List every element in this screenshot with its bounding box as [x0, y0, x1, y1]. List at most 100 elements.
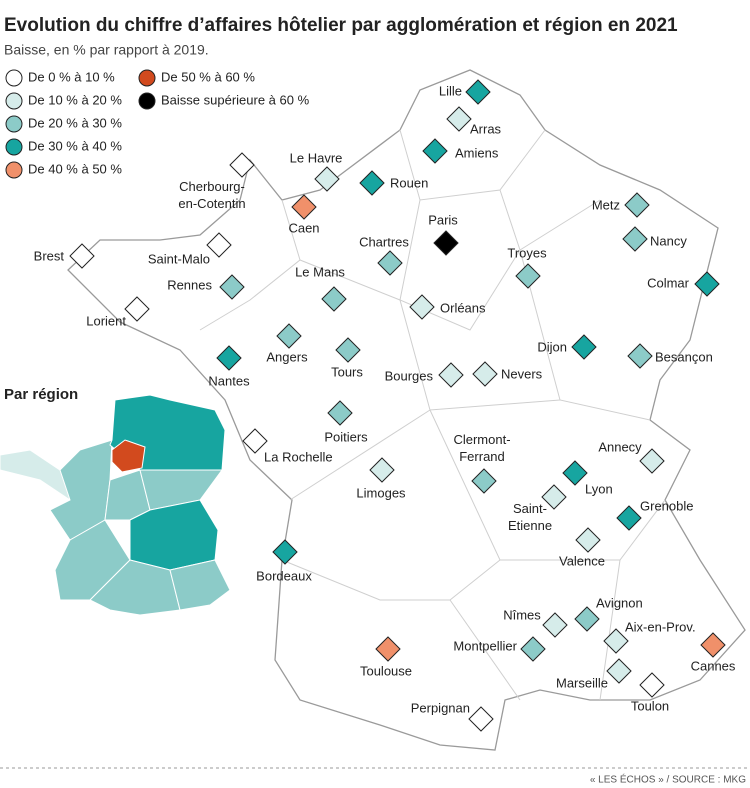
city-label: Angers	[266, 349, 308, 364]
inset-region	[111, 439, 146, 473]
city-marker	[446, 106, 472, 132]
city-marker	[422, 138, 448, 164]
city-label: Limoges	[356, 485, 406, 500]
city-label: Lorient	[86, 313, 126, 328]
city-marker	[471, 468, 497, 494]
legend-label: De 40 % à 50 %	[28, 161, 122, 176]
region-borders	[199, 129, 666, 701]
legend-label: De 0 % à 10 %	[28, 69, 115, 84]
city-marker	[321, 286, 347, 312]
city-label: Chartres	[359, 234, 409, 249]
city-marker	[369, 457, 395, 483]
city-marker	[574, 606, 600, 632]
legend-label: De 10 % à 20 %	[28, 92, 122, 107]
source: « LES ÉCHOS » / SOURCE : MKG	[590, 773, 746, 786]
city-label: Le Havre	[290, 150, 343, 165]
city-marker	[216, 345, 242, 371]
city-marker	[542, 612, 568, 638]
city-marker	[622, 226, 648, 252]
city-marker	[616, 505, 642, 531]
city-label: Montpellier	[453, 638, 517, 653]
city-marker	[433, 230, 459, 256]
city-marker	[377, 250, 403, 276]
city-marker	[465, 79, 491, 105]
city-label: Marseille	[556, 675, 608, 690]
city-label: Paris	[428, 212, 458, 227]
city-marker	[335, 337, 361, 363]
city-marker	[639, 672, 665, 698]
city-label: Saint-Etienne	[508, 501, 552, 533]
legend-swatch	[5, 69, 23, 87]
legend-label: De 20 % à 30 %	[28, 115, 122, 130]
city-label: Cannes	[691, 658, 736, 673]
legend-label: De 30 % à 40 %	[28, 138, 122, 153]
legend-swatch	[5, 92, 23, 110]
city-marker	[562, 460, 588, 486]
city-marker	[520, 636, 546, 662]
city-marker	[624, 192, 650, 218]
legend-swatch	[138, 69, 156, 87]
city-marker	[359, 170, 385, 196]
city-label: Troyes	[507, 245, 547, 260]
city-label: Brest	[34, 248, 65, 263]
legend-swatch	[138, 92, 156, 110]
city-label: Bourges	[385, 368, 434, 383]
city-label: Nancy	[650, 233, 687, 248]
city-label: Nevers	[501, 366, 543, 381]
city-marker	[575, 527, 601, 553]
city-marker	[472, 361, 498, 387]
city-marker	[219, 274, 245, 300]
city-label: Rouen	[390, 175, 428, 190]
city-label: Dijon	[537, 339, 567, 354]
city-marker	[603, 628, 629, 654]
city-label: Clermont-Ferrand	[453, 432, 510, 464]
city-marker	[541, 484, 567, 510]
city-label: Arras	[470, 121, 502, 136]
city-marker	[375, 636, 401, 662]
city-label: La Rochelle	[264, 449, 333, 464]
city-label: Poitiers	[324, 429, 368, 444]
city-label: Rennes	[167, 277, 212, 292]
city-marker	[571, 334, 597, 360]
city-marker	[291, 194, 317, 220]
legend-swatch	[5, 115, 23, 133]
france-outline	[67, 69, 746, 751]
inset-region	[169, 559, 231, 611]
city-label: Aix-en-Prov.	[625, 619, 696, 634]
city-marker	[409, 294, 435, 320]
city-label: Lyon	[585, 481, 613, 496]
city-label: Saint-Malo	[148, 251, 210, 266]
inset	[0, 394, 231, 616]
city-marker	[515, 263, 541, 289]
subtitle: Baisse, en % par rapport à 2019.	[4, 42, 209, 58]
city-label: Nantes	[208, 373, 250, 388]
city-label: Lille	[439, 83, 462, 98]
city-marker	[468, 706, 494, 732]
legend-label: De 50 % à 60 %	[161, 69, 255, 84]
city-marker	[314, 166, 340, 192]
city-marker	[700, 632, 726, 658]
city-label: Metz	[592, 197, 620, 212]
city-marker	[229, 152, 255, 178]
city-label: Toulouse	[360, 663, 412, 678]
city-marker	[327, 400, 353, 426]
city-label: Besançon	[655, 349, 713, 364]
city-label: Bordeaux	[256, 568, 312, 583]
city-marker	[438, 362, 464, 388]
legend-label: Baisse supérieure à 60 %	[161, 92, 310, 107]
city-label: Amiens	[455, 145, 499, 160]
city-marker	[124, 296, 150, 322]
city-label: Perpignan	[411, 700, 470, 715]
city-marker	[272, 539, 298, 565]
legend-swatch	[5, 161, 23, 179]
city-label: Colmar	[647, 275, 690, 290]
inset-title: Par région	[4, 386, 78, 403]
city-marker	[206, 232, 232, 258]
city-label: Toulon	[631, 698, 669, 713]
city-marker	[276, 323, 302, 349]
city-label: Tours	[331, 364, 363, 379]
legend-swatch	[5, 138, 23, 156]
city-label: Orléans	[440, 300, 486, 315]
city-marker	[242, 428, 268, 454]
